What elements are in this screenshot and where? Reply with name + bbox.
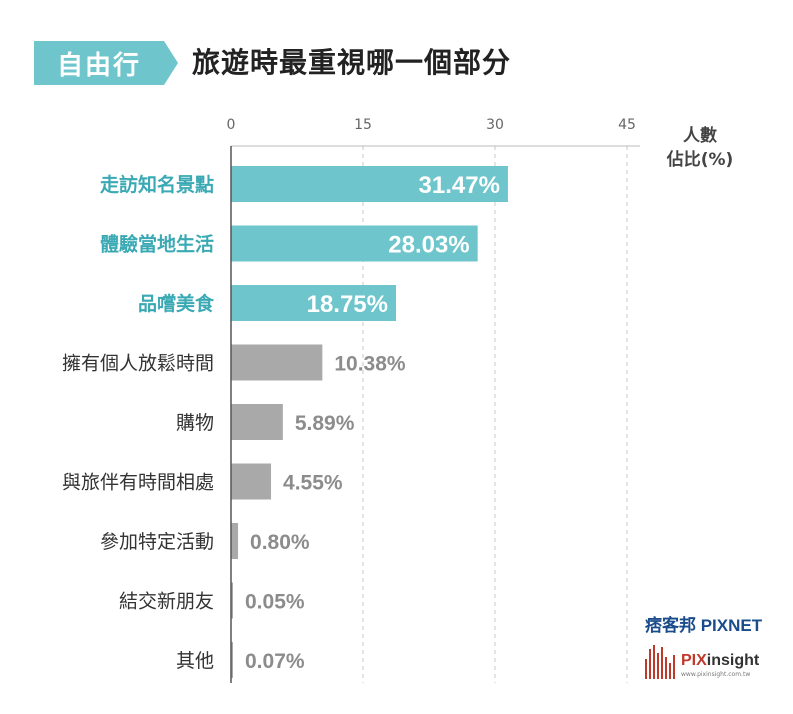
value-label: 0.80% xyxy=(250,531,310,554)
axis-unit-label: 人數 佔比(%) xyxy=(660,124,740,172)
value-label: 0.05% xyxy=(245,591,305,614)
pixinsight-logo-right: insight xyxy=(706,652,760,669)
bar-2 xyxy=(231,285,396,321)
pixinsight-logo: PIXinsight www.pixinsight.com.tw xyxy=(645,645,759,679)
category-label: 購物 xyxy=(176,412,214,434)
value-label: 4.55% xyxy=(283,472,343,495)
value-label: 31.47% xyxy=(419,172,500,199)
title-tag: 自由行 xyxy=(34,41,164,85)
pixnet-logo: 痞客邦 PIXNET xyxy=(645,616,763,635)
axis-unit-line1: 人數 xyxy=(683,126,717,146)
pixinsight-logo-left: PIX xyxy=(681,652,707,669)
category-label: 體驗當地生活 xyxy=(100,233,214,256)
value-label: 5.89% xyxy=(295,412,355,435)
value-label: 28.03% xyxy=(388,232,469,259)
category-label: 品嚐美食 xyxy=(138,292,215,315)
pixinsight-url: www.pixinsight.com.tw xyxy=(681,671,751,678)
category-label: 與旅伴有時間相處 xyxy=(62,472,214,494)
title-tag-arrow xyxy=(164,41,178,85)
bar-4 xyxy=(231,404,283,440)
bar-7 xyxy=(231,582,233,619)
value-label: 0.07% xyxy=(245,650,305,673)
bar-0 xyxy=(231,166,508,202)
category-label: 擁有個人放鬆時間 xyxy=(62,353,214,375)
bar-6 xyxy=(231,523,239,559)
category-label: 參加特定活動 xyxy=(100,531,214,553)
bar-8 xyxy=(231,642,233,678)
x-tick-label: 30 xyxy=(486,117,504,133)
bar-5 xyxy=(231,463,272,500)
value-label: 10.38% xyxy=(334,353,406,376)
x-tick-label: 45 xyxy=(618,117,636,133)
bar-3 xyxy=(231,344,323,381)
category-label: 結交新朋友 xyxy=(119,591,214,613)
value-label: 18.75% xyxy=(307,291,388,318)
x-tick-label: 15 xyxy=(354,117,372,133)
axis-unit-line2: 佔比(%) xyxy=(666,150,734,170)
category-label: 其他 xyxy=(176,650,214,672)
x-tick-label: 0 xyxy=(227,117,236,133)
category-label: 走訪知名景點 xyxy=(100,173,214,196)
pixinsight-bars-icon xyxy=(645,645,677,679)
bar-1 xyxy=(231,225,478,262)
page-title: 旅遊時最重視哪一個部分 xyxy=(192,46,512,79)
